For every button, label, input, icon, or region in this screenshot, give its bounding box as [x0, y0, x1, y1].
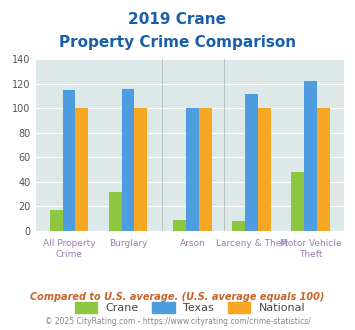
Bar [173, 220, 186, 231]
Bar [258, 109, 271, 231]
Bar [109, 192, 121, 231]
Bar [200, 109, 212, 231]
Bar [62, 90, 76, 231]
Bar [121, 89, 135, 231]
Text: © 2025 CityRating.com - https://www.cityrating.com/crime-statistics/: © 2025 CityRating.com - https://www.city… [45, 317, 310, 326]
Text: Arson: Arson [180, 239, 206, 248]
Bar [291, 172, 304, 231]
Text: Burglary: Burglary [109, 239, 147, 248]
Bar [233, 221, 245, 231]
Bar [76, 109, 88, 231]
Bar [245, 94, 258, 231]
Bar [135, 109, 147, 231]
Text: All Property
Crime: All Property Crime [43, 239, 95, 259]
Text: Property Crime Comparison: Property Crime Comparison [59, 35, 296, 50]
Bar [317, 109, 330, 231]
Bar [186, 109, 200, 231]
Text: Larceny & Theft: Larceny & Theft [216, 239, 288, 248]
Text: 2019 Crane: 2019 Crane [129, 12, 226, 26]
Bar [50, 210, 62, 231]
Text: Motor Vehicle
Theft: Motor Vehicle Theft [280, 239, 342, 259]
Bar [304, 82, 317, 231]
Text: Compared to U.S. average. (U.S. average equals 100): Compared to U.S. average. (U.S. average … [30, 292, 325, 302]
Legend: Crane, Texas, National: Crane, Texas, National [75, 302, 305, 313]
